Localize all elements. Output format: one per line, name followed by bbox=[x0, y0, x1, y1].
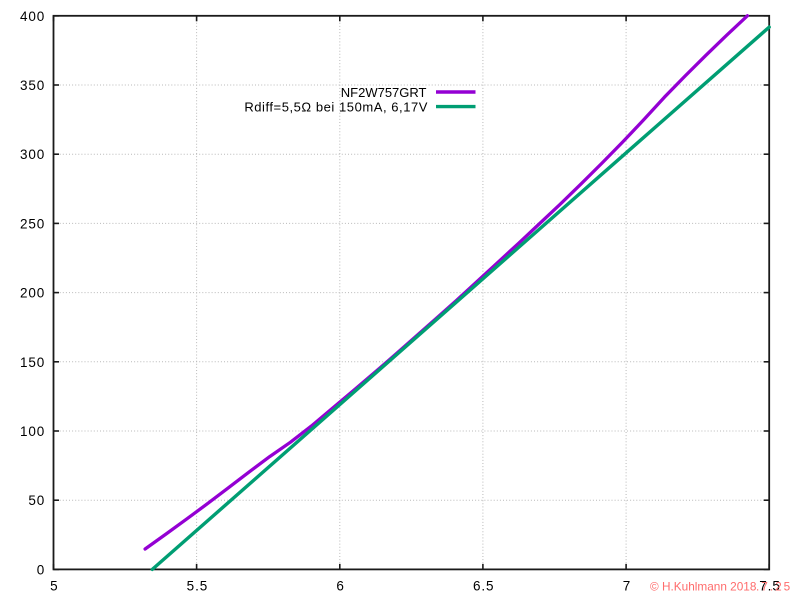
svg-text:350: 350 bbox=[20, 78, 45, 93]
svg-text:7.5: 7.5 bbox=[759, 579, 780, 594]
svg-text:6.5: 6.5 bbox=[473, 579, 494, 594]
svg-text:150: 150 bbox=[20, 355, 45, 370]
svg-text:© H.Kuhlmann 2018: © H.Kuhlmann 2018 bbox=[650, 580, 757, 594]
svg-text:100: 100 bbox=[20, 424, 45, 439]
svg-text:200: 200 bbox=[20, 286, 45, 301]
svg-text:0: 0 bbox=[37, 562, 45, 577]
svg-text:.7.25: .7.25 bbox=[756, 580, 792, 594]
svg-text:400: 400 bbox=[20, 9, 45, 24]
svg-text:250: 250 bbox=[20, 216, 45, 231]
svg-text:5: 5 bbox=[50, 579, 58, 594]
svg-text:NF2W757GRT: NF2W757GRT bbox=[341, 85, 427, 100]
svg-text:50: 50 bbox=[28, 493, 45, 508]
svg-text:7: 7 bbox=[623, 579, 631, 594]
svg-text:300: 300 bbox=[20, 147, 45, 162]
svg-text:6: 6 bbox=[336, 579, 344, 594]
svg-text:Rdiff=5,5Ω bei 150mA, 6,17V: Rdiff=5,5Ω bei 150mA, 6,17V bbox=[244, 100, 428, 115]
svg-text:5.5: 5.5 bbox=[187, 579, 208, 594]
